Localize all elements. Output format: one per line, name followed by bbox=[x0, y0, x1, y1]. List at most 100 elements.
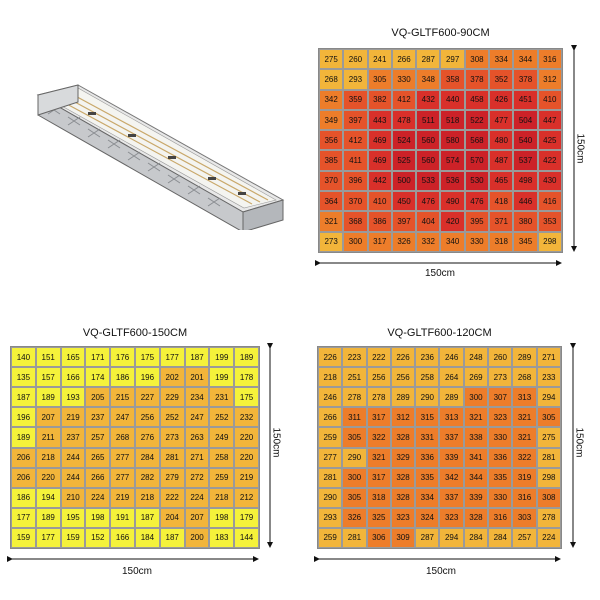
ppfd-cell: 330 bbox=[391, 69, 417, 90]
ppfd-cell: 426 bbox=[489, 89, 514, 110]
ppfd-cell: 368 bbox=[343, 211, 368, 232]
ppfd-cell: 442 bbox=[367, 170, 392, 192]
ppfd-cell: 195 bbox=[60, 507, 86, 528]
ppfd-grid-120: 226 223 222 226 236 246 248 260 289 271 218 251 256 2… bbox=[317, 346, 562, 549]
ppfd-cell: 176 bbox=[110, 347, 135, 368]
ppfd-cell: 199 bbox=[209, 347, 235, 368]
ppfd-cell: 144 bbox=[234, 527, 259, 548]
ppfd-cell: 232 bbox=[234, 407, 259, 428]
ppfd-cell: 328 bbox=[390, 467, 416, 488]
ppfd-cell: 206 bbox=[11, 447, 36, 468]
ppfd-cell: 237 bbox=[85, 407, 111, 428]
ppfd-cell: 175 bbox=[134, 347, 160, 368]
ppfd-cell: 341 bbox=[463, 447, 489, 468]
ppfd-cell: 271 bbox=[184, 447, 210, 468]
ppfd-cell: 222 bbox=[366, 347, 391, 368]
ppfd-cell: 305 bbox=[367, 69, 392, 90]
ppfd-cell: 469 bbox=[367, 130, 392, 151]
ppfd-cell: 184 bbox=[134, 527, 160, 548]
led-grow-light-bar-icon bbox=[36, 84, 285, 230]
map-title-90: VQ-GLTF600-90CM bbox=[391, 27, 490, 39]
ppfd-cell: 425 bbox=[537, 130, 562, 151]
ppfd-cell: 537 bbox=[513, 150, 538, 171]
ppfd-cell: 340 bbox=[440, 231, 465, 252]
ppfd-cell: 281 bbox=[318, 467, 343, 488]
ppfd-cell: 311 bbox=[342, 407, 367, 428]
ppfd-cell: 422 bbox=[537, 150, 562, 171]
ppfd-cell: 342 bbox=[439, 467, 464, 488]
ppfd-cell: 224 bbox=[536, 527, 561, 548]
ppfd-cell: 199 bbox=[209, 367, 235, 388]
map-150-height-label: 150cm bbox=[270, 427, 282, 458]
ppfd-cell: 358 bbox=[440, 69, 465, 90]
ppfd-cell: 207 bbox=[184, 507, 210, 528]
ppfd-cell: 560 bbox=[416, 150, 441, 171]
ppfd-cell: 411 bbox=[343, 150, 368, 171]
ppfd-cell: 412 bbox=[343, 130, 368, 151]
ppfd-cell: 210 bbox=[60, 487, 86, 508]
ppfd-cell: 518 bbox=[440, 109, 465, 131]
ppfd-cell: 318 bbox=[366, 487, 391, 508]
ppfd-cell: 323 bbox=[488, 407, 513, 428]
ppfd-cell: 298 bbox=[536, 467, 561, 488]
ppfd-cell: 205 bbox=[85, 387, 111, 408]
ppfd-cell: 237 bbox=[60, 427, 86, 448]
ppfd-cell: 271 bbox=[536, 347, 561, 368]
ppfd-cell: 281 bbox=[536, 447, 561, 468]
ppfd-cell: 284 bbox=[488, 527, 513, 548]
ppfd-cell: 272 bbox=[184, 467, 210, 488]
ppfd-cell: 206 bbox=[11, 467, 36, 488]
ppfd-cell: 356 bbox=[319, 130, 344, 151]
ppfd-cell: 458 bbox=[464, 89, 490, 110]
ppfd-cell: 281 bbox=[342, 527, 367, 548]
ppfd-cell: 177 bbox=[35, 527, 61, 548]
ppfd-cell: 498 bbox=[513, 170, 538, 192]
ppfd-cell: 370 bbox=[319, 170, 344, 192]
ppfd-cell: 306 bbox=[366, 527, 391, 548]
ppfd-cell: 336 bbox=[415, 447, 440, 468]
ppfd-cell: 321 bbox=[366, 447, 391, 468]
ppfd-cell: 294 bbox=[536, 387, 561, 408]
ppfd-cell: 202 bbox=[159, 367, 185, 388]
ppfd-cell: 159 bbox=[11, 527, 36, 548]
ppfd-cell: 289 bbox=[390, 387, 416, 408]
ppfd-cell: 344 bbox=[513, 49, 538, 70]
ppfd-cell: 281 bbox=[159, 447, 185, 468]
ppfd-cell: 187 bbox=[159, 527, 185, 548]
ppfd-cell: 269 bbox=[463, 367, 489, 388]
ppfd-cell: 430 bbox=[537, 170, 562, 192]
ppfd-cell: 524 bbox=[391, 130, 417, 151]
ppfd-cell: 330 bbox=[488, 427, 513, 448]
ppfd-cell: 246 bbox=[439, 347, 464, 368]
ppfd-cell: 187 bbox=[11, 387, 36, 408]
ppfd-cell: 293 bbox=[343, 69, 368, 90]
ppfd-cell: 273 bbox=[319, 231, 344, 252]
ppfd-cell: 226 bbox=[390, 347, 416, 368]
ppfd-cell: 313 bbox=[512, 387, 537, 408]
ppfd-cell: 349 bbox=[319, 109, 344, 131]
ppfd-cell: 249 bbox=[209, 427, 235, 448]
ppfd-cell: 196 bbox=[11, 407, 36, 428]
ppfd-cell: 332 bbox=[416, 231, 441, 252]
map-90-width-label: 150cm bbox=[425, 268, 456, 279]
ppfd-cell: 266 bbox=[318, 407, 343, 428]
map-120-width-label: 150cm bbox=[426, 566, 457, 577]
ppfd-cell: 287 bbox=[415, 527, 440, 548]
ppfd-cell: 525 bbox=[391, 150, 417, 171]
ppfd-cell: 260 bbox=[488, 347, 513, 368]
ppfd-cell: 396 bbox=[343, 170, 368, 192]
ppfd-cell: 178 bbox=[234, 367, 259, 388]
ppfd-cell: 211 bbox=[35, 427, 61, 448]
ppfd-cell: 450 bbox=[391, 191, 417, 212]
ppfd-cell: 264 bbox=[439, 367, 464, 388]
ppfd-cell: 175 bbox=[234, 387, 259, 408]
ppfd-cell: 157 bbox=[35, 367, 61, 388]
ppfd-cell: 410 bbox=[537, 89, 562, 110]
ppfd-cell: 191 bbox=[110, 507, 135, 528]
ppfd-cell: 328 bbox=[390, 427, 416, 448]
ppfd-cell: 189 bbox=[234, 347, 259, 368]
ppfd-cell: 540 bbox=[513, 130, 538, 151]
ppfd-cell: 196 bbox=[134, 367, 160, 388]
ppfd-cell: 194 bbox=[35, 487, 61, 508]
ppfd-cell: 321 bbox=[463, 407, 489, 428]
